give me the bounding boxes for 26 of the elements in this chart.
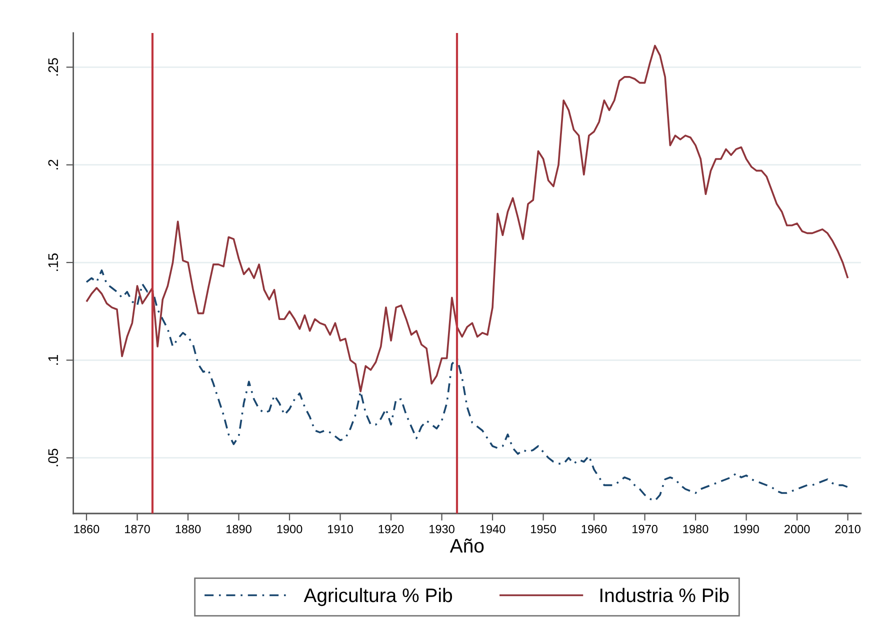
line-series <box>86 269 849 502</box>
x-tick-label: 1910 <box>328 524 353 534</box>
x-tick-label: 1870 <box>125 524 150 534</box>
legend-label: Industria % Pib <box>600 588 729 602</box>
x-tick-label: 1900 <box>277 524 302 534</box>
y-tick-label: .15 <box>48 253 58 271</box>
x-tick-label: 1980 <box>683 524 708 534</box>
y-tick-label: .05 <box>48 448 58 466</box>
x-axis-title: Año <box>450 538 484 553</box>
y-tick-label: .1 <box>48 355 58 365</box>
x-tick-label: 1860 <box>74 524 100 534</box>
x-tick-label: 1970 <box>632 524 658 534</box>
legend-label: Agricultura % Pib <box>304 588 452 606</box>
x-tick-label: 2010 <box>835 524 860 534</box>
x-tick-label: 2000 <box>784 524 810 534</box>
y-tick-label: .25 <box>48 58 58 76</box>
y-tick-label: .2 <box>48 160 58 170</box>
x-tick-label: 1940 <box>480 524 506 534</box>
line-series <box>86 44 849 392</box>
x-tick-label: 1960 <box>582 524 607 534</box>
x-tick-label: 1880 <box>176 524 201 534</box>
x-tick-label: 1890 <box>226 524 252 534</box>
x-tick-label: 1990 <box>734 524 759 534</box>
x-tick-label: 1930 <box>430 524 454 534</box>
x-tick-label: 1950 <box>531 524 556 534</box>
x-tick-label: 1920 <box>378 524 404 534</box>
